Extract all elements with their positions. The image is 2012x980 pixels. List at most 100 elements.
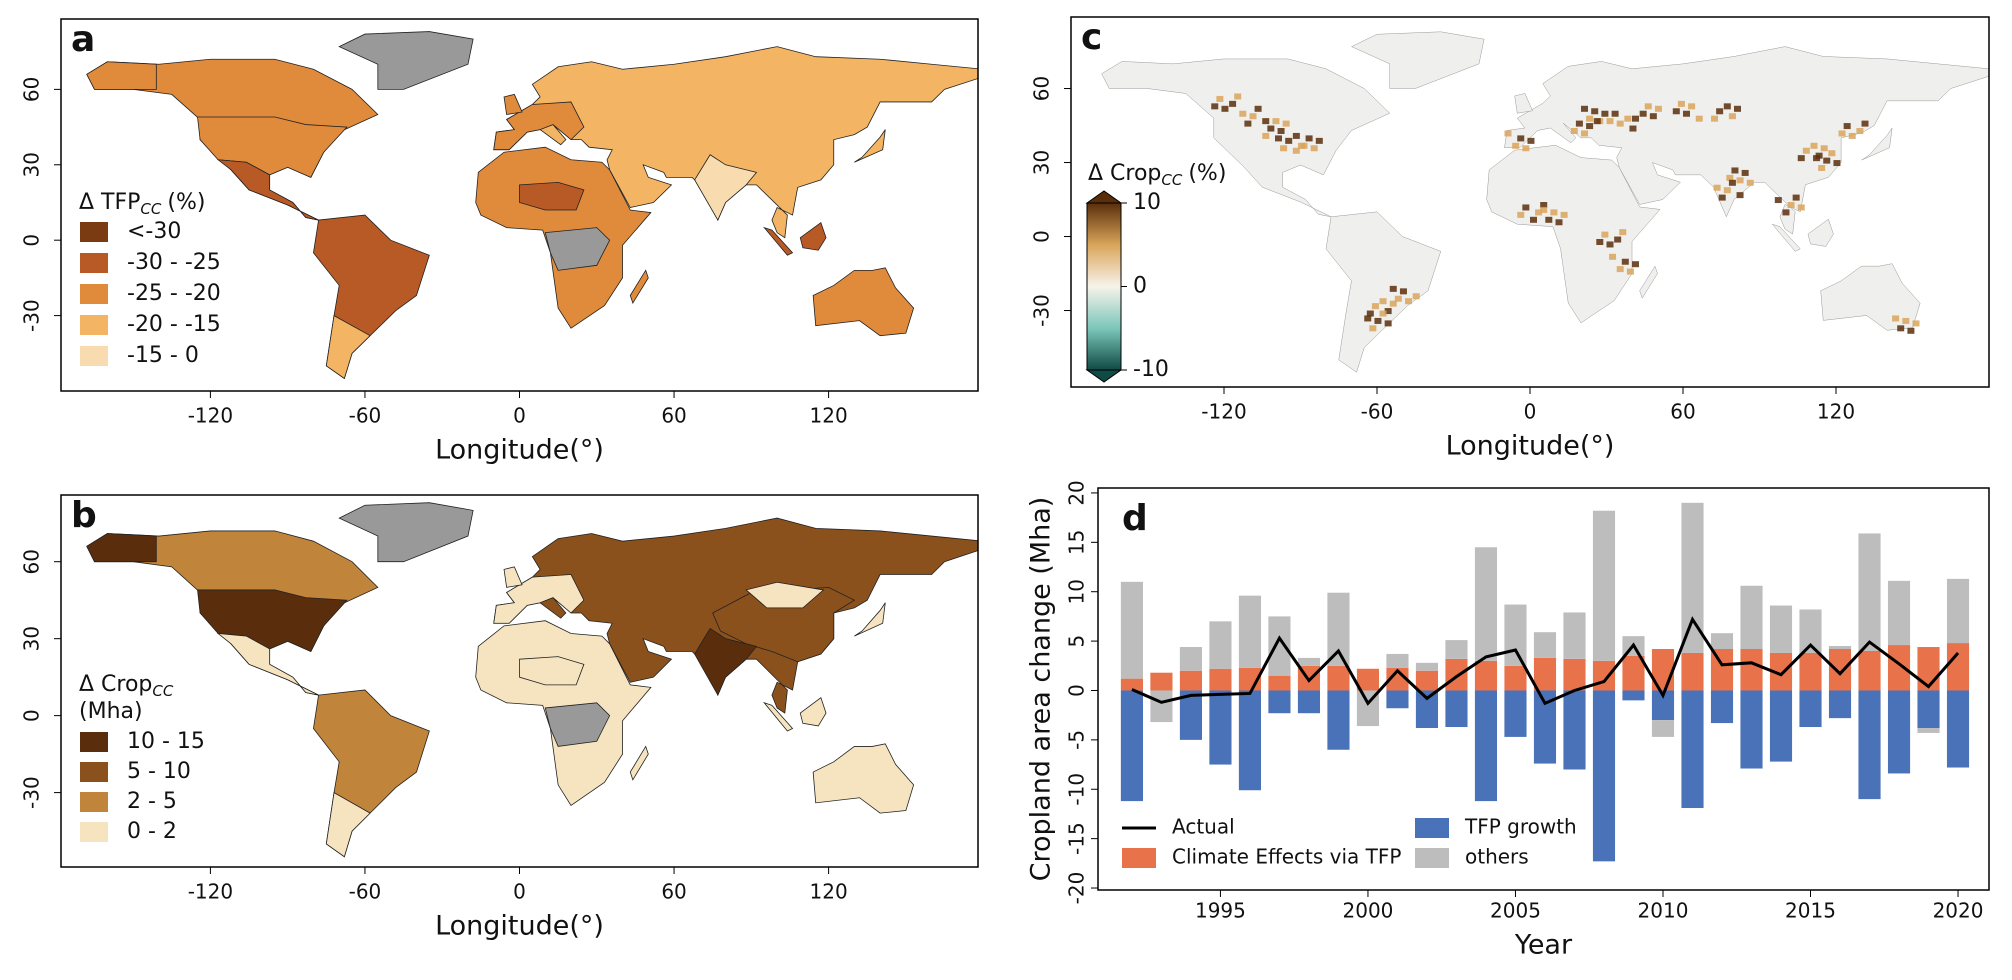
bar xyxy=(1592,660,1616,691)
land xyxy=(812,743,915,814)
colorbar-label: -10 xyxy=(1133,357,1169,382)
bar xyxy=(1386,690,1409,709)
hotspot xyxy=(1292,132,1300,139)
hotspot xyxy=(1621,258,1629,265)
hotspot xyxy=(1522,145,1530,152)
bar xyxy=(1858,533,1881,651)
hotspot xyxy=(1606,241,1614,248)
bar xyxy=(1504,604,1527,666)
bar xyxy=(1887,645,1911,691)
land xyxy=(712,586,856,663)
bar xyxy=(1769,605,1793,653)
bar xyxy=(1887,690,1911,774)
land xyxy=(544,702,611,747)
legend-label: 5 - 10 xyxy=(127,759,191,784)
legend-title-unit: (%) xyxy=(167,190,205,215)
land xyxy=(1639,265,1658,299)
x-tick-label: -60 xyxy=(1361,400,1394,424)
hotspot xyxy=(1728,179,1736,186)
y-tick-label: -30 xyxy=(20,776,44,809)
hotspot xyxy=(1596,239,1604,245)
hotspot xyxy=(1593,118,1601,125)
legend-label: Climate Effects via TFP xyxy=(1172,845,1401,869)
legend-title-sub: CC xyxy=(152,682,173,700)
bar xyxy=(1740,690,1763,769)
y-tick-label: -30 xyxy=(1030,294,1054,327)
hotspot xyxy=(1586,115,1594,122)
bar xyxy=(1799,609,1822,653)
bar xyxy=(1179,690,1202,740)
land xyxy=(629,269,649,304)
hotspot xyxy=(1374,317,1382,324)
bar xyxy=(1474,660,1498,691)
y-tick-label: -5 xyxy=(1065,730,1089,750)
land xyxy=(854,602,886,637)
hotspot xyxy=(1611,110,1619,117)
hotspot xyxy=(1848,132,1856,139)
panel-label: d xyxy=(1122,498,1148,539)
hotspot xyxy=(1797,204,1805,211)
hotspot xyxy=(1654,105,1662,112)
bar xyxy=(1887,580,1911,646)
hotspot xyxy=(1384,308,1392,315)
bar xyxy=(1828,648,1852,691)
hotspot xyxy=(1249,113,1257,120)
y-axis-label: Cropland area change (Mha) xyxy=(1026,497,1057,882)
legend-label: 10 - 15 xyxy=(127,729,205,754)
hotspot xyxy=(1782,209,1790,216)
hotspot xyxy=(1305,135,1313,142)
land xyxy=(763,226,794,256)
hotspot xyxy=(1711,115,1719,122)
hotspot xyxy=(1262,118,1270,125)
hotspot xyxy=(1726,174,1734,181)
bar xyxy=(1563,612,1586,659)
x-tick-label: -120 xyxy=(188,404,233,428)
hotspot xyxy=(1632,115,1639,122)
bar xyxy=(1769,690,1793,762)
hotspot xyxy=(1833,160,1841,167)
bar xyxy=(1238,690,1262,791)
legend-title: Δ CropCC (%) xyxy=(1088,161,1226,189)
hotspot xyxy=(1310,145,1318,152)
hotspot xyxy=(1379,310,1387,317)
hotspot xyxy=(1792,194,1800,201)
x-tick-label: -60 xyxy=(349,880,382,904)
hotspot xyxy=(1741,169,1749,176)
hotspot xyxy=(1244,120,1252,127)
bar xyxy=(1179,647,1202,671)
hotspot xyxy=(1619,229,1627,236)
hotspot xyxy=(1718,194,1726,201)
legend-swatch xyxy=(80,762,108,782)
land xyxy=(1350,31,1485,89)
y-tick-label: 10 xyxy=(1065,579,1089,604)
map-area xyxy=(1071,17,1989,387)
x-tick-label: 0 xyxy=(1524,400,1537,424)
colorbar-label: 10 xyxy=(1133,190,1161,215)
land xyxy=(216,633,319,696)
hotspot xyxy=(1540,202,1548,208)
hotspot xyxy=(1907,327,1915,334)
x-axis-label: Year xyxy=(1514,930,1573,961)
legend-swatch xyxy=(80,732,108,752)
x-tick-label: 120 xyxy=(810,880,848,904)
bar xyxy=(1120,678,1143,691)
bar xyxy=(1120,690,1143,802)
hotspot xyxy=(1723,103,1731,110)
hotspot xyxy=(1713,184,1721,191)
hotspot xyxy=(1517,211,1525,218)
land xyxy=(493,46,978,239)
hotspot xyxy=(1545,216,1553,223)
land xyxy=(86,61,157,90)
hotspot xyxy=(1555,219,1563,226)
bar xyxy=(1710,648,1734,691)
bar xyxy=(1150,672,1173,691)
colorbar xyxy=(1086,202,1122,371)
hotspot xyxy=(1601,110,1609,117)
hotspot xyxy=(1369,325,1377,332)
land xyxy=(519,656,585,686)
bar xyxy=(1917,690,1940,729)
bar xyxy=(1681,652,1704,691)
bar xyxy=(1563,658,1586,691)
bar xyxy=(1799,652,1822,691)
bar xyxy=(1209,668,1232,691)
